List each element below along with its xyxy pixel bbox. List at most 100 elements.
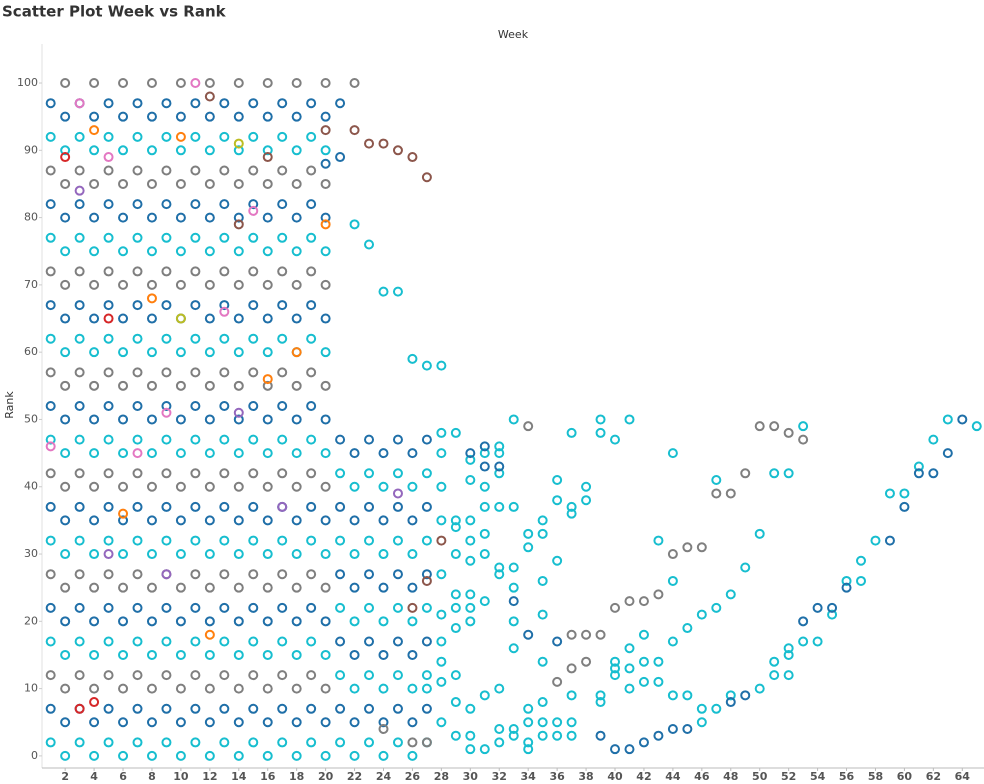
point: [132, 165, 143, 176]
x-tick-label: 46: [694, 770, 710, 783]
point: [320, 125, 331, 136]
point: [74, 199, 85, 210]
point: [306, 535, 317, 546]
point: [552, 717, 563, 728]
point: [146, 549, 157, 560]
point: [204, 414, 215, 425]
point: [233, 616, 244, 627]
point: [494, 448, 505, 459]
point: [421, 737, 432, 748]
point: [349, 78, 360, 89]
point: [349, 750, 360, 761]
point: [204, 629, 215, 640]
point: [320, 515, 331, 526]
point: [103, 333, 114, 344]
point: [89, 616, 100, 627]
point: [103, 602, 114, 613]
point: [581, 629, 592, 640]
point: [552, 555, 563, 566]
point: [175, 414, 186, 425]
point: [219, 165, 230, 176]
point: [696, 717, 707, 728]
point: [132, 535, 143, 546]
x-tick-label: 52: [781, 770, 796, 783]
point: [118, 582, 129, 593]
point: [494, 461, 505, 472]
point: [146, 212, 157, 223]
point: [306, 670, 317, 681]
point: [248, 636, 259, 647]
point: [103, 636, 114, 647]
point: [465, 448, 476, 459]
point: [479, 481, 490, 492]
point: [219, 636, 230, 647]
point: [523, 421, 534, 432]
point: [118, 649, 129, 660]
point: [74, 737, 85, 748]
point: [277, 401, 288, 411]
point: [74, 468, 85, 479]
point: [74, 266, 85, 277]
point: [436, 427, 447, 438]
point: [248, 737, 259, 748]
point: [45, 131, 56, 142]
point: [320, 347, 331, 358]
point: [725, 488, 736, 499]
point: [407, 717, 418, 728]
point: [465, 515, 476, 526]
point: [494, 441, 505, 452]
point: [479, 744, 490, 755]
point: [378, 448, 389, 459]
point: [248, 232, 259, 243]
point: [783, 427, 794, 438]
point: [74, 165, 85, 176]
point: [450, 549, 461, 560]
point: [233, 481, 244, 492]
point: [364, 239, 375, 250]
point: [320, 212, 331, 223]
point: [132, 266, 143, 277]
point: [118, 414, 129, 425]
point: [161, 266, 172, 277]
point: [60, 78, 71, 89]
point: [378, 549, 389, 560]
x-tick-label: 4: [90, 770, 98, 783]
x-tick-label: 60: [897, 770, 913, 783]
point: [161, 407, 172, 418]
point: [378, 649, 389, 660]
y-tick-label: 30: [24, 547, 38, 560]
point: [638, 676, 649, 687]
x-tick-label: 34: [521, 770, 537, 783]
point: [248, 367, 259, 378]
point: [219, 569, 230, 580]
point: [335, 468, 346, 479]
point: [306, 602, 317, 613]
point: [175, 380, 186, 391]
point: [320, 313, 331, 324]
point: [653, 535, 664, 546]
point: [479, 528, 490, 539]
point: [248, 602, 259, 613]
point: [89, 246, 100, 257]
point: [175, 178, 186, 189]
point: [595, 414, 606, 425]
point: [74, 300, 85, 311]
point: [175, 515, 186, 526]
point: [566, 690, 577, 701]
point: [595, 730, 606, 741]
point: [103, 300, 114, 311]
point: [204, 279, 215, 290]
point: [320, 549, 331, 560]
point: [204, 616, 215, 627]
point: [320, 683, 331, 694]
point: [450, 697, 461, 708]
point: [653, 676, 664, 687]
point: [248, 535, 259, 546]
point: [190, 535, 201, 546]
point: [320, 649, 331, 660]
point: [89, 683, 100, 694]
point: [407, 683, 418, 694]
point: [291, 78, 302, 89]
point: [277, 131, 288, 142]
point: [335, 98, 346, 109]
